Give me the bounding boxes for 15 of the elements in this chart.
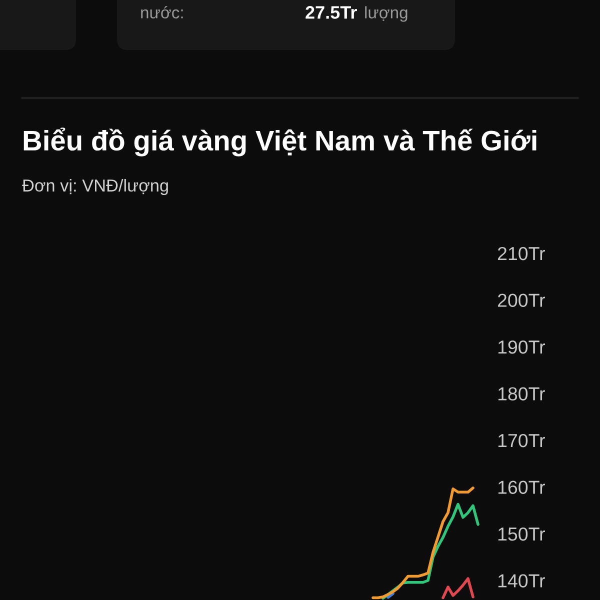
- y-tick-label: 210Tr: [498, 246, 545, 260]
- y-tick-label: 200Tr: [498, 294, 545, 307]
- text: 27.5Tr: [306, 6, 357, 19]
- y-tick-label: 160Tr: [498, 480, 545, 494]
- y-tick-label: 140Tr: [498, 574, 545, 588]
- line-series: [372, 486, 474, 600]
- text: Đơn vị: VNĐ/lượng: [22, 178, 168, 196]
- text: nước:: [141, 6, 183, 18]
- y-tick-label: 180Tr: [498, 387, 545, 400]
- y-tick-label: 170Tr: [498, 434, 545, 448]
- y-tick-label: 190Tr: [498, 340, 545, 354]
- text: lượng: [365, 6, 408, 22]
- chart-title: Biểu đồ giá vàng Việt Nam và Thế Giới: [24, 128, 536, 156]
- line-series: [442, 577, 474, 600]
- y-tick-label: 150Tr: [498, 527, 545, 541]
